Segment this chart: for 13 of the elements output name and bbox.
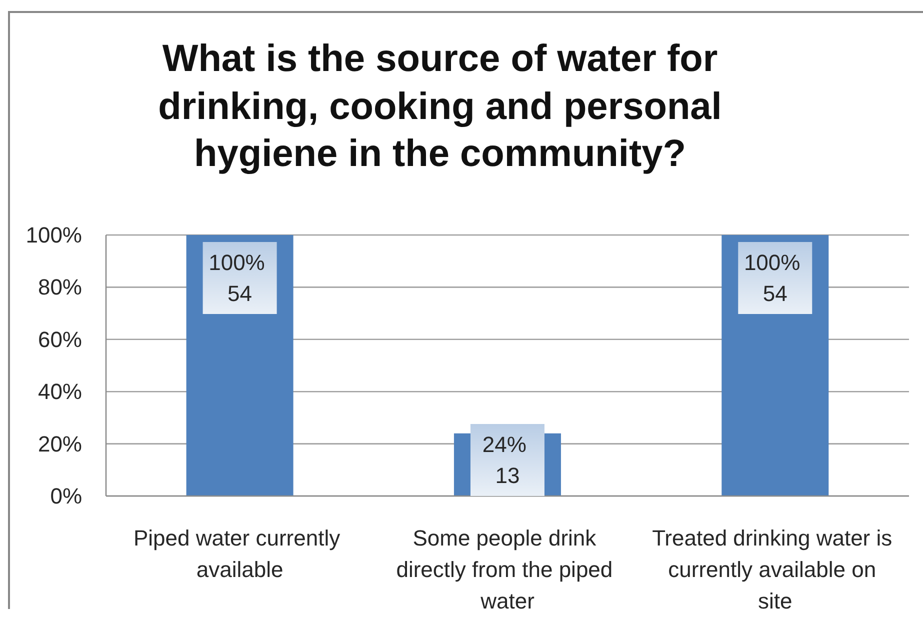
y-tick-label: 0% [50, 484, 82, 508]
y-tick-label: 100% [26, 222, 82, 248]
data-label: 100% 54 [208, 250, 271, 306]
x-tick-label: Treated drinking water is currently available on site [652, 526, 898, 614]
chart-title: What is the source of water for drinking, cooking and personal hygiene in the community? [157, 37, 723, 177]
y-tick-label: 40% [38, 379, 82, 404]
y-tick-label: 80% [38, 274, 82, 300]
data-label: 100% 54 [744, 250, 806, 306]
x-tick-label: Some people drink directly from the piped water [396, 526, 619, 614]
data-label: 24% 13 [482, 432, 533, 488]
y-tick-label: 60% [38, 326, 82, 352]
x-tick-label: Piped water currently available [133, 526, 346, 582]
y-tick-label: 20% [38, 431, 82, 456]
